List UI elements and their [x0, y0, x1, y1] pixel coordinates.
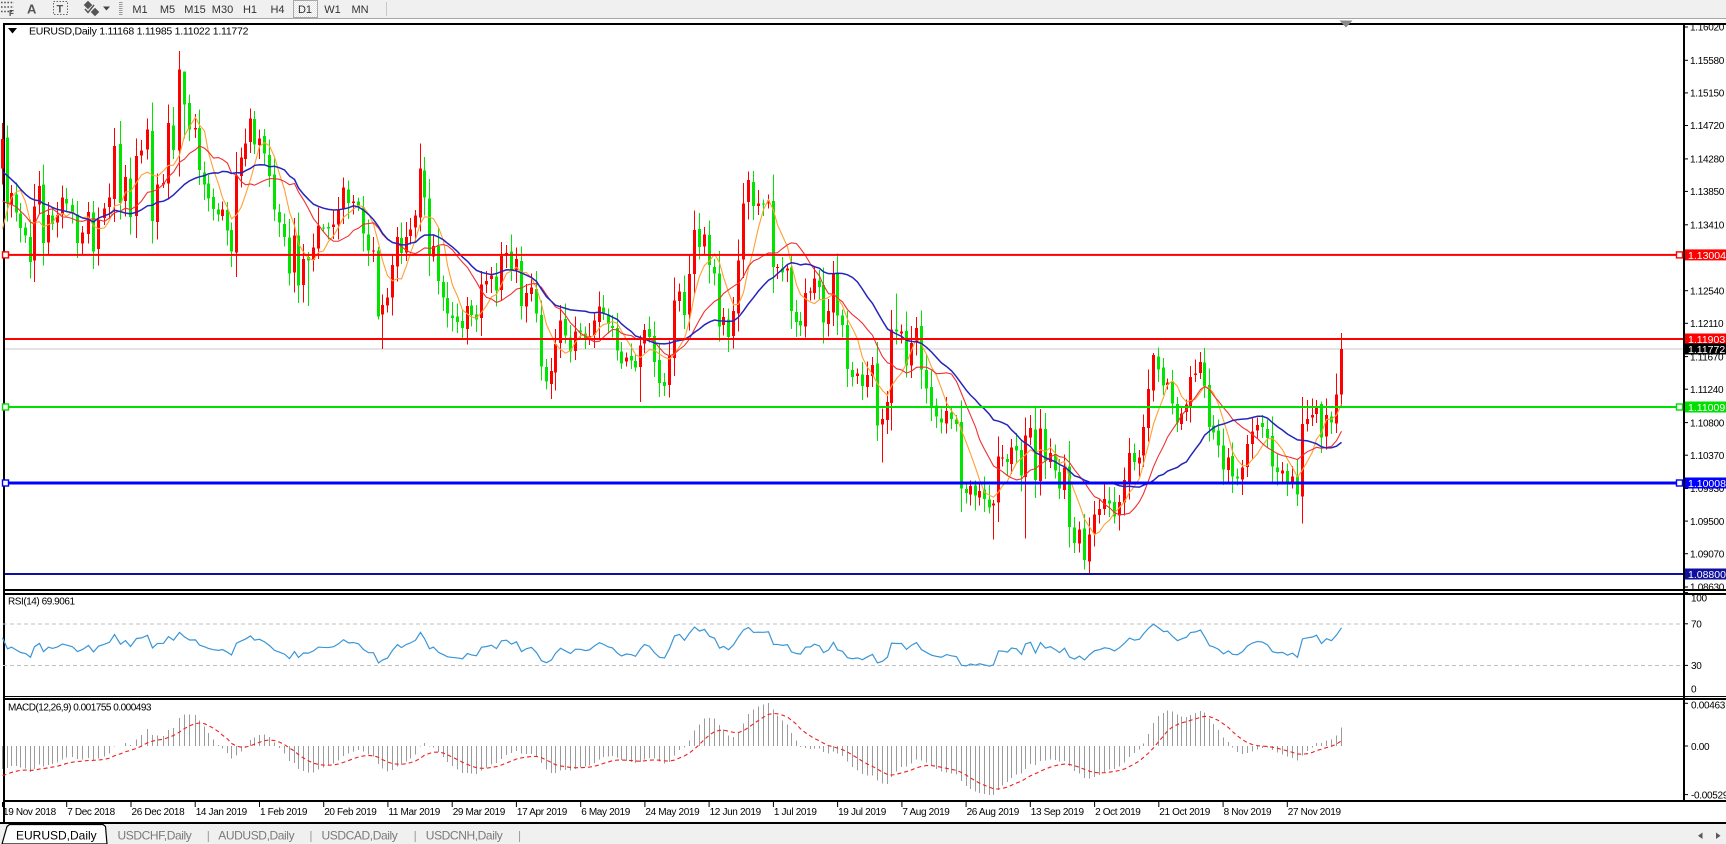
svg-text:D1: D1 — [298, 4, 312, 16]
svg-text:17 Apr 2019: 17 Apr 2019 — [517, 807, 568, 818]
svg-text:USDCNH,Daily: USDCNH,Daily — [426, 829, 503, 843]
svg-text:0.00: 0.00 — [1691, 742, 1710, 753]
svg-text:1.10008: 1.10008 — [1688, 478, 1726, 490]
svg-text:1.12540: 1.12540 — [1690, 286, 1725, 297]
svg-text:0: 0 — [1691, 685, 1697, 696]
svg-text:F: F — [9, 9, 14, 18]
svg-text:1.15580: 1.15580 — [1690, 56, 1725, 67]
svg-text:RSI(14) 69.9061: RSI(14) 69.9061 — [8, 597, 76, 608]
svg-text:EURUSD,Daily 1.11168 1.11985: EURUSD,Daily 1.11168 1.11985 1.11022 1.1… — [29, 26, 249, 38]
svg-text:27 Nov 2019: 27 Nov 2019 — [1288, 807, 1342, 818]
svg-text:H1: H1 — [243, 4, 257, 16]
svg-text:13 Sep 2019: 13 Sep 2019 — [1031, 807, 1085, 818]
svg-text:AUDUSD,Daily: AUDUSD,Daily — [218, 829, 294, 843]
svg-text:1 Jul 2019: 1 Jul 2019 — [774, 807, 817, 818]
svg-text:1.11009: 1.11009 — [1688, 402, 1725, 414]
svg-text:1.12110: 1.12110 — [1690, 319, 1724, 330]
svg-text:1.10370: 1.10370 — [1690, 451, 1725, 462]
svg-text:M5: M5 — [160, 4, 175, 16]
svg-text:7 Aug 2019: 7 Aug 2019 — [902, 807, 950, 818]
svg-text:USDCAD,Daily: USDCAD,Daily — [322, 829, 398, 843]
svg-text:M15: M15 — [184, 4, 205, 16]
svg-text:1.15150: 1.15150 — [1690, 89, 1725, 100]
svg-text:19 Jul 2019: 19 Jul 2019 — [838, 807, 887, 818]
svg-text:1.13410: 1.13410 — [1690, 221, 1725, 232]
svg-text:0.00463: 0.00463 — [1691, 701, 1726, 712]
svg-text:M1: M1 — [132, 4, 147, 16]
svg-text:H4: H4 — [270, 4, 284, 16]
svg-text:1.14280: 1.14280 — [1690, 155, 1725, 166]
svg-text:30: 30 — [1691, 661, 1702, 672]
svg-text:8 Nov 2019: 8 Nov 2019 — [1224, 807, 1272, 818]
svg-text:29 Mar 2019: 29 Mar 2019 — [453, 807, 506, 818]
svg-text:14 Jan 2019: 14 Jan 2019 — [196, 807, 248, 818]
svg-text:1.11670: 1.11670 — [1690, 352, 1724, 363]
svg-text:26 Dec 2018: 26 Dec 2018 — [132, 807, 186, 818]
svg-text:11 Mar 2019: 11 Mar 2019 — [388, 807, 440, 818]
svg-text:MACD(12,26,9) 0.001755 0.00049: MACD(12,26,9) 0.001755 0.000493 — [8, 703, 152, 714]
svg-text:1.08800: 1.08800 — [1688, 569, 1726, 581]
svg-text:T: T — [57, 4, 64, 16]
svg-text:|: | — [414, 829, 417, 843]
svg-text:1.16020: 1.16020 — [1690, 23, 1725, 34]
svg-text:|: | — [207, 829, 210, 843]
svg-text:1 Feb 2019: 1 Feb 2019 — [260, 807, 308, 818]
svg-text:|: | — [309, 829, 312, 843]
svg-text:26 Aug 2019: 26 Aug 2019 — [967, 807, 1020, 818]
svg-text:M30: M30 — [212, 4, 233, 16]
svg-text:70: 70 — [1691, 620, 1702, 631]
svg-text:W1: W1 — [324, 4, 341, 16]
svg-text:1.11903: 1.11903 — [1688, 334, 1725, 346]
svg-text:1.09930: 1.09930 — [1690, 484, 1725, 495]
svg-text:1.11772: 1.11772 — [1688, 344, 1725, 356]
svg-text:-0.005299: -0.005299 — [1691, 790, 1726, 801]
svg-text:1.14720: 1.14720 — [1690, 121, 1725, 132]
svg-text:2 Oct 2019: 2 Oct 2019 — [1095, 807, 1141, 818]
svg-text:USDCHF,Daily: USDCHF,Daily — [118, 829, 192, 843]
svg-text:20 Feb 2019: 20 Feb 2019 — [324, 807, 377, 818]
svg-text:1.10800: 1.10800 — [1690, 418, 1725, 429]
svg-text:1.13004: 1.13004 — [1688, 250, 1726, 262]
svg-text:1.11240: 1.11240 — [1690, 385, 1724, 396]
svg-text:1.13850: 1.13850 — [1690, 187, 1725, 198]
svg-text:24 May 2019: 24 May 2019 — [645, 807, 700, 818]
svg-text:21 Oct 2019: 21 Oct 2019 — [1159, 807, 1210, 818]
svg-text:|: | — [518, 829, 521, 843]
svg-text:A: A — [27, 2, 37, 17]
svg-text:EURUSD,Daily: EURUSD,Daily — [16, 829, 97, 843]
svg-text:12 Jun 2019: 12 Jun 2019 — [710, 807, 762, 818]
svg-text:1.09070: 1.09070 — [1690, 549, 1725, 560]
svg-text:6 May 2019: 6 May 2019 — [581, 807, 631, 818]
svg-text:MN: MN — [351, 4, 368, 16]
svg-text:1.08630: 1.08630 — [1690, 583, 1725, 594]
svg-text:19 Nov 2018: 19 Nov 2018 — [3, 807, 57, 818]
svg-text:100: 100 — [1691, 594, 1708, 605]
svg-text:7 Dec 2018: 7 Dec 2018 — [67, 807, 115, 818]
svg-text:1.09500: 1.09500 — [1690, 517, 1725, 528]
